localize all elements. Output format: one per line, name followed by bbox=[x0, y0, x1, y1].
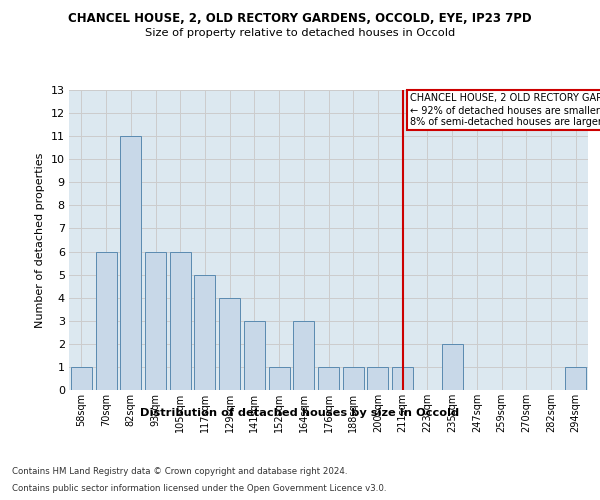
Bar bbox=[71, 367, 92, 390]
Bar bbox=[194, 274, 215, 390]
Bar bbox=[367, 367, 388, 390]
Bar bbox=[293, 321, 314, 390]
Text: Contains public sector information licensed under the Open Government Licence v3: Contains public sector information licen… bbox=[12, 484, 386, 493]
Bar bbox=[120, 136, 141, 390]
Text: Contains HM Land Registry data © Crown copyright and database right 2024.: Contains HM Land Registry data © Crown c… bbox=[12, 468, 347, 476]
Bar bbox=[219, 298, 240, 390]
Bar bbox=[318, 367, 339, 390]
Bar bbox=[442, 344, 463, 390]
Text: Size of property relative to detached houses in Occold: Size of property relative to detached ho… bbox=[145, 28, 455, 38]
Bar bbox=[392, 367, 413, 390]
Bar bbox=[145, 252, 166, 390]
Bar bbox=[269, 367, 290, 390]
Y-axis label: Number of detached properties: Number of detached properties bbox=[35, 152, 45, 328]
Text: CHANCEL HOUSE, 2, OLD RECTORY GARDENS, OCCOLD, EYE, IP23 7PD: CHANCEL HOUSE, 2, OLD RECTORY GARDENS, O… bbox=[68, 12, 532, 26]
Bar bbox=[95, 252, 116, 390]
Text: CHANCEL HOUSE, 2 OLD RECTORY GARDENS: 219sqm
← 92% of detached houses are smalle: CHANCEL HOUSE, 2 OLD RECTORY GARDENS: 21… bbox=[410, 94, 600, 126]
Bar bbox=[565, 367, 586, 390]
Bar bbox=[244, 321, 265, 390]
Bar bbox=[343, 367, 364, 390]
Bar bbox=[170, 252, 191, 390]
Text: Distribution of detached houses by size in Occold: Distribution of detached houses by size … bbox=[140, 408, 460, 418]
